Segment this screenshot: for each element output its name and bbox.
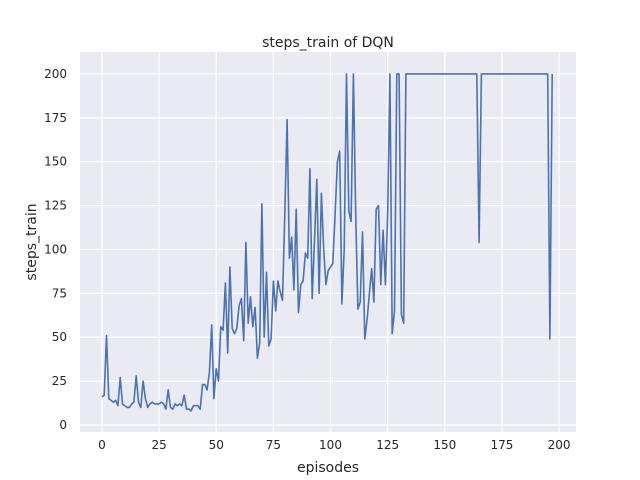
y-tick-label: 100 — [44, 242, 67, 256]
x-tick-label: 200 — [548, 438, 571, 452]
y-tick-label: 200 — [44, 67, 67, 81]
y-tick-label: 25 — [52, 374, 67, 388]
y-tick-label: 75 — [52, 286, 67, 300]
x-tick-label: 25 — [151, 438, 166, 452]
x-tick-label: 50 — [209, 438, 224, 452]
x-tick-label: 0 — [98, 438, 106, 452]
series-line — [101, 73, 553, 412]
grid — [80, 52, 576, 432]
x-tick-label: 100 — [319, 438, 342, 452]
chart-title: steps_train of DQN — [262, 35, 394, 51]
plot-area — [80, 52, 576, 432]
tick-labels: 0 25 50 75 100 125 150 175 200 0 25 50 75 100 125 150 17… — [44, 67, 570, 452]
y-tick-label: 175 — [44, 111, 67, 125]
y-tick-label: 150 — [44, 155, 67, 169]
x-tick-label: 150 — [433, 438, 456, 452]
y-tick-label: 50 — [52, 330, 67, 344]
x-axis-label: episodes — [297, 460, 359, 476]
x-tick-label: 125 — [376, 438, 399, 452]
y-axis-label: steps_train — [24, 203, 40, 280]
y-tick-label: 125 — [44, 199, 67, 213]
x-tick-label: 175 — [490, 438, 513, 452]
x-tick-label: 75 — [266, 438, 281, 452]
y-tick-label: 0 — [59, 418, 67, 432]
